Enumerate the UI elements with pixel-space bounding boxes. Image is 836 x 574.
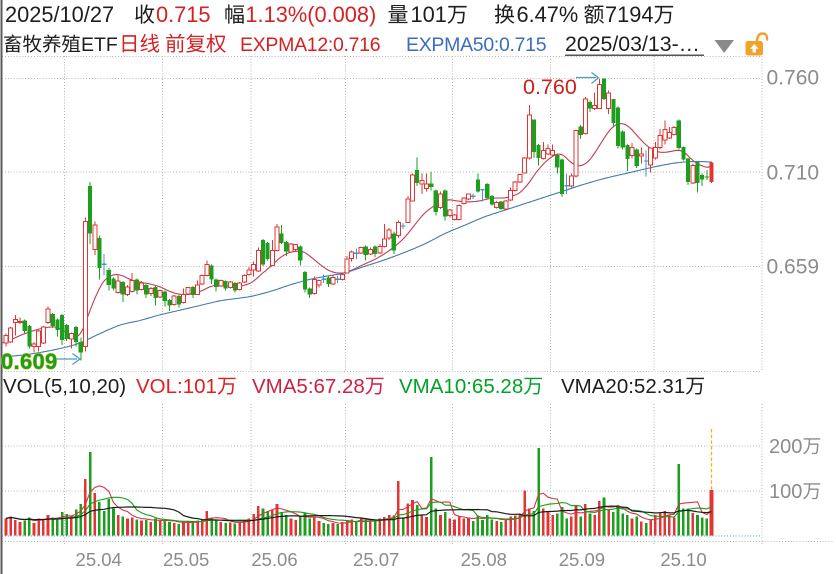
svg-text:0.659: 0.659 xyxy=(767,256,820,279)
svg-text:200: 200 xyxy=(769,436,802,458)
svg-text:1.13%(0.008): 1.13%(0.008) xyxy=(245,2,376,27)
svg-text:0.710: 0.710 xyxy=(767,161,820,184)
svg-text:25.08: 25.08 xyxy=(461,549,507,570)
svg-text:VMA5:67.28: VMA5:67.28 xyxy=(252,375,365,398)
svg-text:25.10: 25.10 xyxy=(660,549,706,570)
svg-text:2025/03/13-…: 2025/03/13-… xyxy=(565,32,700,56)
svg-text:25.05: 25.05 xyxy=(163,549,209,570)
svg-text:6.47%: 6.47% xyxy=(517,2,579,27)
svg-text:101: 101 xyxy=(411,2,447,27)
svg-text:25.06: 25.06 xyxy=(251,549,297,570)
svg-text:VMA10:65.28: VMA10:65.28 xyxy=(399,375,523,398)
svg-text:0.715: 0.715 xyxy=(156,2,211,27)
svg-text:2025/10/27: 2025/10/27 xyxy=(5,2,114,27)
svg-text:25.07: 25.07 xyxy=(353,549,399,570)
svg-text:25.09: 25.09 xyxy=(559,549,605,570)
svg-text:0.760: 0.760 xyxy=(767,67,820,90)
svg-text:EXPMA12:0.716: EXPMA12:0.716 xyxy=(240,34,380,56)
svg-text:VOL:101: VOL:101 xyxy=(136,375,217,398)
svg-text:0.760: 0.760 xyxy=(523,75,577,99)
svg-text:100: 100 xyxy=(769,481,802,503)
svg-text:25.04: 25.04 xyxy=(76,549,122,570)
svg-text:VMA20:52.31: VMA20:52.31 xyxy=(561,375,685,398)
svg-text:VOL(5,10,20): VOL(5,10,20) xyxy=(3,375,126,398)
svg-text:0.609: 0.609 xyxy=(1,349,58,374)
svg-text:EXPMA50:0.715: EXPMA50:0.715 xyxy=(406,34,547,56)
svg-text:ETF: ETF xyxy=(81,34,118,56)
svg-text:7194: 7194 xyxy=(605,2,654,27)
